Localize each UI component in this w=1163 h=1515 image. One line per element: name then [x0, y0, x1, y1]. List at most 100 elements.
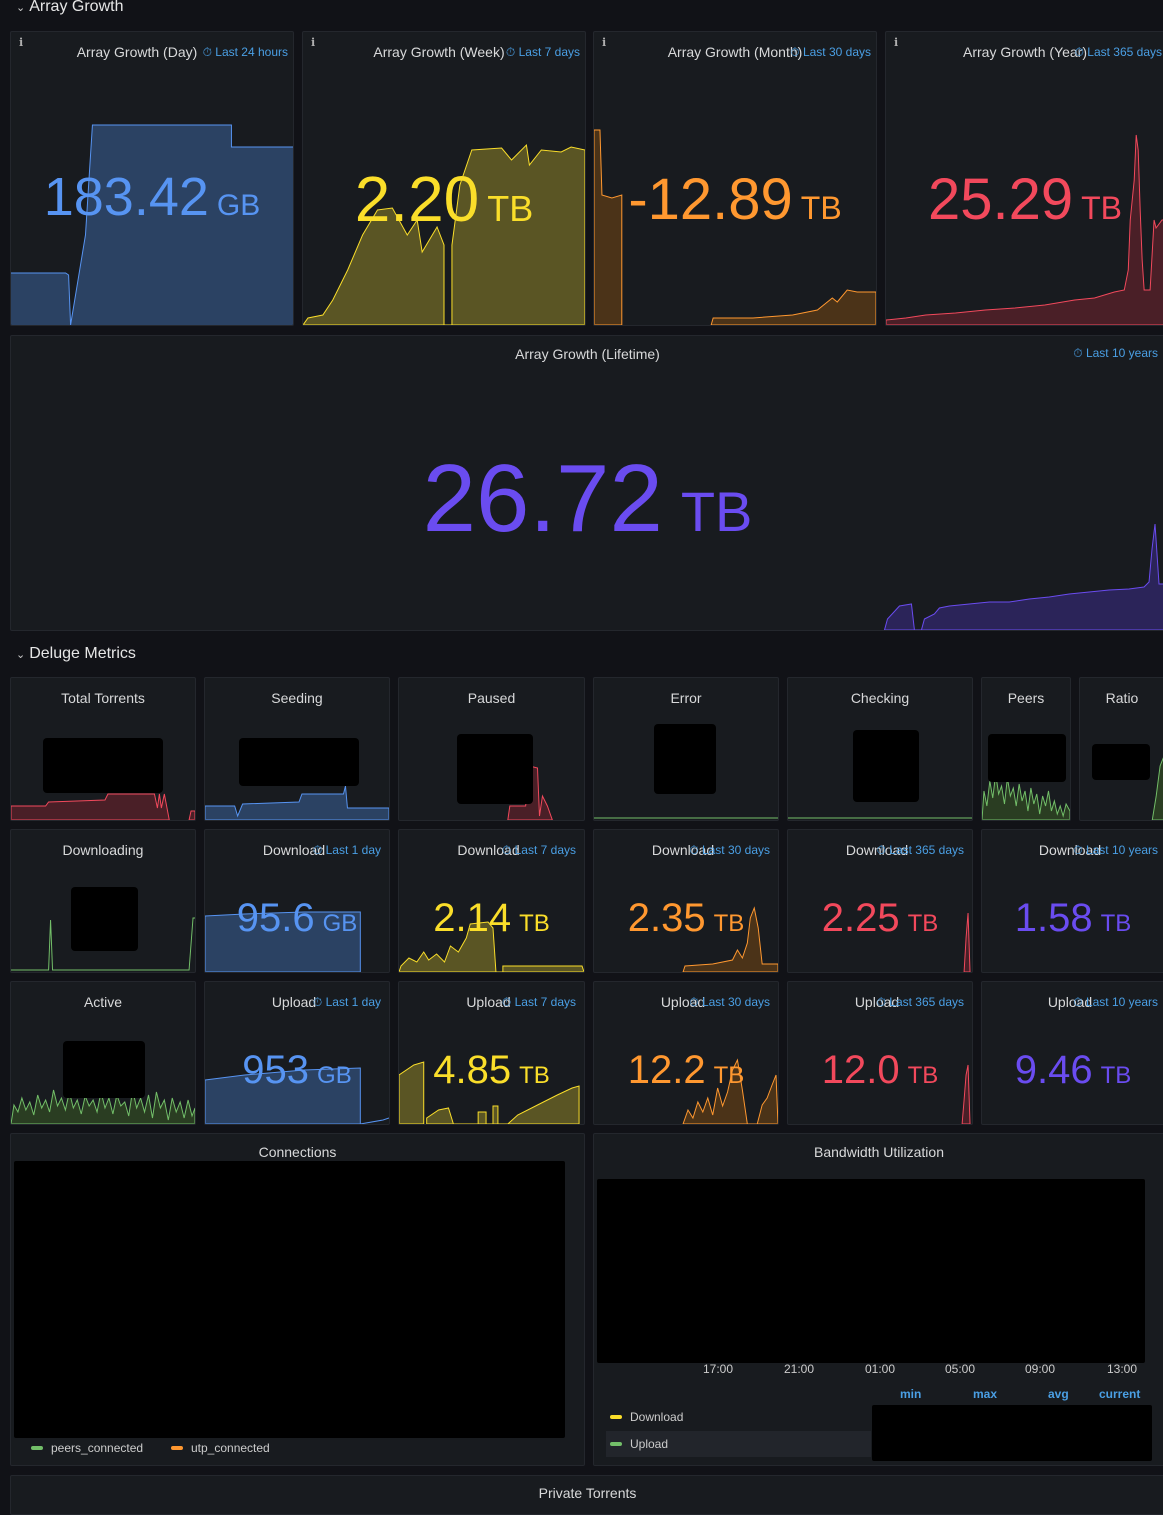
panel-private-torrents[interactable]: Private Torrents: [10, 1475, 1163, 1515]
panel-title: Total Torrents: [61, 690, 145, 706]
panel-title: Download: [845, 842, 909, 858]
redacted-value: [43, 738, 163, 793]
panel-title: Active: [83, 994, 123, 1010]
info-icon[interactable]: i: [602, 36, 607, 49]
time-range-badge[interactable]: ⏱ Last 7 days: [505, 45, 580, 59]
panel-array-growth-day[interactable]: i Array Growth (Day) ⏱ Last 24 hours 183…: [10, 31, 294, 326]
panel-error[interactable]: Error: [593, 677, 779, 821]
info-icon[interactable]: i: [19, 36, 24, 49]
panel-paused[interactable]: Paused: [398, 677, 585, 821]
x-tick: 13:00: [1107, 1362, 1138, 1376]
time-range-badge[interactable]: ⏱ Last 7 days: [501, 995, 576, 1009]
legend-item-download[interactable]: Download: [610, 1410, 683, 1424]
stat-value: 26.72 TB: [422, 445, 753, 552]
panel-title: Array Growth (Month): [667, 44, 803, 60]
panel-download-7d[interactable]: Download ⏱ Last 7 days 2.14 TB: [398, 829, 585, 973]
panel-array-growth-week[interactable]: i Array Growth (Week) ⏱ Last 7 days 2.20…: [302, 31, 586, 326]
panel-download-1d[interactable]: Download ⏱ Last 1 day 95.6 GB: [204, 829, 390, 973]
stat-value: 12.2 TB: [627, 1048, 745, 1092]
redacted-value: [853, 730, 919, 802]
panel-array-growth-month[interactable]: i Array Growth (Month) ⏱ Last 30 days -1…: [593, 31, 877, 326]
panel-connections[interactable]: Connections peers_connected utp_connecte…: [10, 1133, 585, 1466]
panel-download-365d[interactable]: Download ⏱ Last 365 days 2.25 TB: [787, 829, 973, 973]
panel-ratio[interactable]: Ratio: [1079, 677, 1163, 821]
time-range-badge[interactable]: ⏱ Last 365 days: [1074, 45, 1162, 59]
legend-item-peers-connected[interactable]: peers_connected: [31, 1441, 143, 1455]
sparkline: [594, 817, 778, 819]
redacted-value: [988, 734, 1066, 782]
legend-item-upload[interactable]: Upload: [610, 1437, 668, 1451]
info-icon[interactable]: i: [311, 36, 316, 49]
redacted-legend-values: [872, 1405, 1152, 1461]
panel-downloading[interactable]: Downloading: [10, 829, 196, 973]
time-range-badge[interactable]: ⏱ Last 10 years: [1073, 995, 1158, 1009]
panel-upload-30d[interactable]: Upload ⏱ Last 30 days 12.2 TB: [593, 981, 779, 1125]
redacted-graph: [14, 1161, 565, 1438]
redacted-value: [654, 724, 716, 794]
legend-col-max[interactable]: max: [973, 1387, 998, 1401]
sparkline: [682, 906, 778, 972]
time-range-badge[interactable]: ⏱ Last 24 hours: [202, 45, 288, 59]
time-range-badge[interactable]: ⏱ Last 365 days: [876, 995, 964, 1009]
panel-title: Downloading: [62, 842, 144, 858]
panel-title: Upload: [854, 994, 900, 1010]
chevron-down-icon: ⌄: [16, 1, 26, 14]
panel-seeding[interactable]: Seeding: [204, 677, 390, 821]
sparkline-week: [303, 143, 585, 325]
panel-upload-365d[interactable]: Upload ⏱ Last 365 days 12.0 TB: [787, 981, 973, 1125]
row-array-growth[interactable]: ⌄ Array Growth: [16, 0, 123, 16]
panel-total-torrents[interactable]: Total Torrents: [10, 677, 196, 821]
row-deluge-metrics[interactable]: ⌄ Deluge Metrics: [16, 645, 136, 663]
legend-item-utp-connected[interactable]: utp_connected: [171, 1441, 270, 1455]
panel-title: Bandwidth Utilization: [814, 1144, 944, 1160]
info-icon[interactable]: i: [894, 36, 899, 49]
panel-title: Error: [670, 690, 702, 706]
panel-checking[interactable]: Checking: [787, 677, 973, 821]
time-range-badge[interactable]: ⏱ Last 30 days: [689, 843, 770, 857]
sparkline: [1151, 757, 1163, 820]
redacted-value: [63, 1041, 145, 1098]
sparkline: [788, 817, 972, 819]
panel-title: Peers: [1007, 690, 1045, 706]
legend-col-min[interactable]: min: [900, 1387, 922, 1401]
stat-value: 953 GB: [242, 1048, 352, 1092]
time-range-badge[interactable]: ⏱ Last 365 days: [876, 843, 964, 857]
stat-value: 183.42 GB: [43, 167, 261, 227]
time-range-badge[interactable]: ⏱ Last 30 days: [790, 45, 871, 59]
panel-upload-7d[interactable]: Upload ⏱ Last 7 days 4.85 TB: [398, 981, 585, 1125]
panel-download-30d[interactable]: Download ⏱ Last 30 days 2.35 TB: [593, 829, 779, 973]
time-range-badge[interactable]: ⏱ Last 1 day: [312, 843, 381, 857]
time-range-badge[interactable]: ⏱ Last 7 days: [501, 843, 576, 857]
stat-value: -12.89 TB: [628, 167, 842, 232]
panel-title: Checking: [850, 690, 910, 706]
panel-active[interactable]: Active: [10, 981, 196, 1125]
stat-value: 12.0 TB: [821, 1048, 939, 1092]
panel-title: Paused: [467, 690, 516, 706]
time-range-badge[interactable]: ⏱ Last 30 days: [689, 995, 770, 1009]
panel-title: Ratio: [1105, 690, 1139, 706]
sparkline-year: [886, 134, 1163, 325]
redacted-value: [457, 734, 533, 804]
legend-col-current[interactable]: current: [1099, 1387, 1141, 1401]
stat-value: 9.46 TB: [1014, 1048, 1132, 1092]
time-range-badge[interactable]: ⏱ Last 10 years: [1073, 346, 1158, 360]
legend-swatch: [31, 1446, 43, 1450]
chevron-down-icon: ⌄: [16, 648, 26, 661]
legend-row-upload[interactable]: [606, 1431, 871, 1457]
time-range-badge[interactable]: ⏱ Last 1 day: [312, 995, 381, 1009]
stat-value: 4.85 TB: [433, 1048, 550, 1092]
panel-peers[interactable]: Peers: [981, 677, 1071, 821]
panel-download-10y[interactable]: Download ⏱ Last 10 years 1.58 TB: [981, 829, 1163, 973]
time-range-badge[interactable]: ⏱ Last 10 years: [1073, 843, 1158, 857]
panel-upload-1d[interactable]: Upload ⏱ Last 1 day 953 GB: [204, 981, 390, 1125]
stat-value: 2.35 TB: [627, 896, 745, 940]
panel-title: Download: [651, 842, 715, 858]
panel-bandwidth-utilization[interactable]: Bandwidth Utilization 17:00 21:00 01:00 …: [593, 1133, 1163, 1466]
panel-upload-10y[interactable]: Upload ⏱ Last 10 years 9.46 TB: [981, 981, 1163, 1125]
legend-col-avg[interactable]: avg: [1048, 1387, 1069, 1401]
stat-value: 2.20 TB: [354, 163, 534, 235]
sparkline: [399, 921, 584, 972]
panel-array-growth-year[interactable]: i Array Growth (Year) ⏱ Last 365 days 25…: [885, 31, 1163, 326]
panel-title: Upload: [466, 994, 511, 1010]
panel-array-growth-lifetime[interactable]: Array Growth (Lifetime) ⏱ Last 10 years …: [10, 335, 1163, 631]
